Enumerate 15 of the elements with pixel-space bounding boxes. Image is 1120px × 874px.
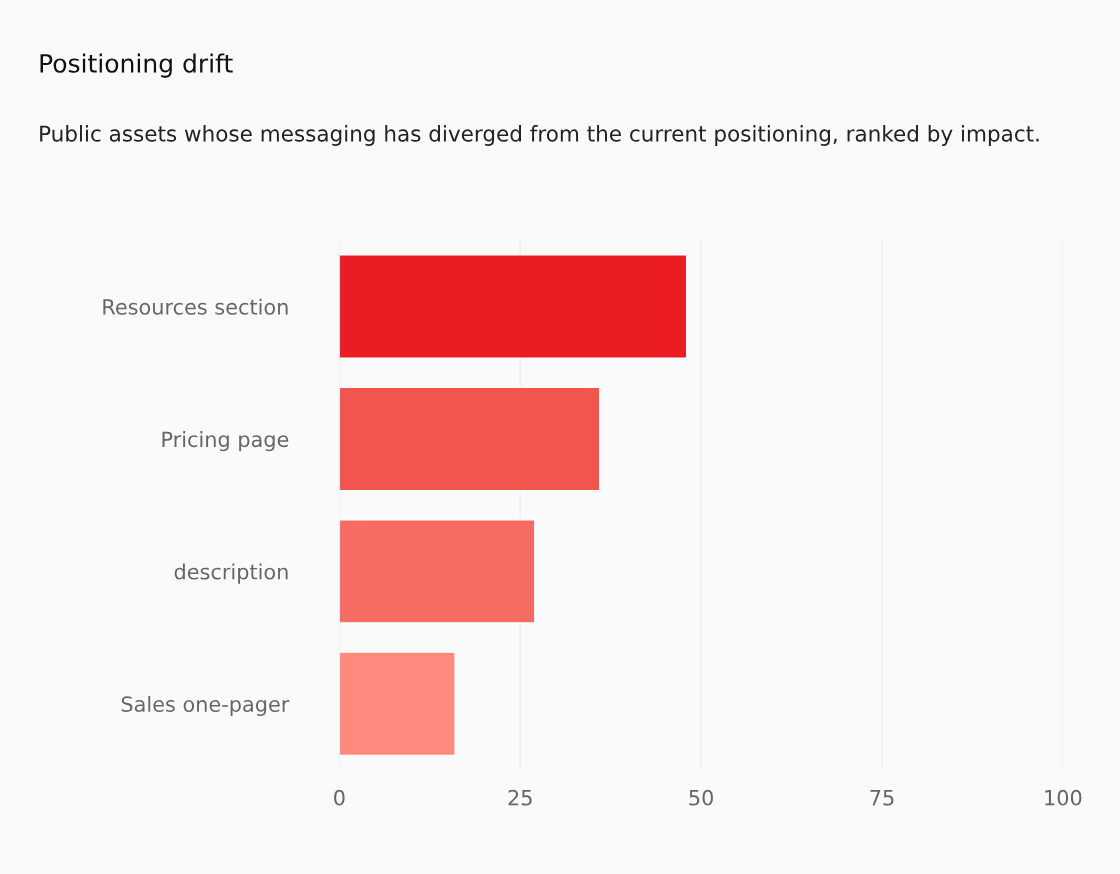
bar bbox=[339, 254, 688, 359]
y-tick-label: Resources section bbox=[103, 298, 288, 315]
x-tick-label: 100 bbox=[1045, 789, 1082, 806]
y-tick-label: description bbox=[174, 563, 288, 584]
x-tick-label: 25 bbox=[508, 789, 532, 806]
bar bbox=[339, 386, 601, 492]
bar bbox=[339, 651, 456, 757]
x-tick-label: 50 bbox=[689, 789, 713, 806]
y-tick-label: Sales one-pager bbox=[121, 695, 290, 717]
chart-subtitle: Public assets whose messaging has diverged from the current positioning, ranked by impact. bbox=[40, 125, 1039, 146]
bar bbox=[339, 519, 536, 624]
x-tick-label: 75 bbox=[870, 790, 894, 806]
x-tick-label: 0 bbox=[334, 789, 345, 806]
y-tick-label: Pricing page bbox=[162, 431, 289, 452]
text: Positioning drift bbox=[40, 53, 233, 78]
